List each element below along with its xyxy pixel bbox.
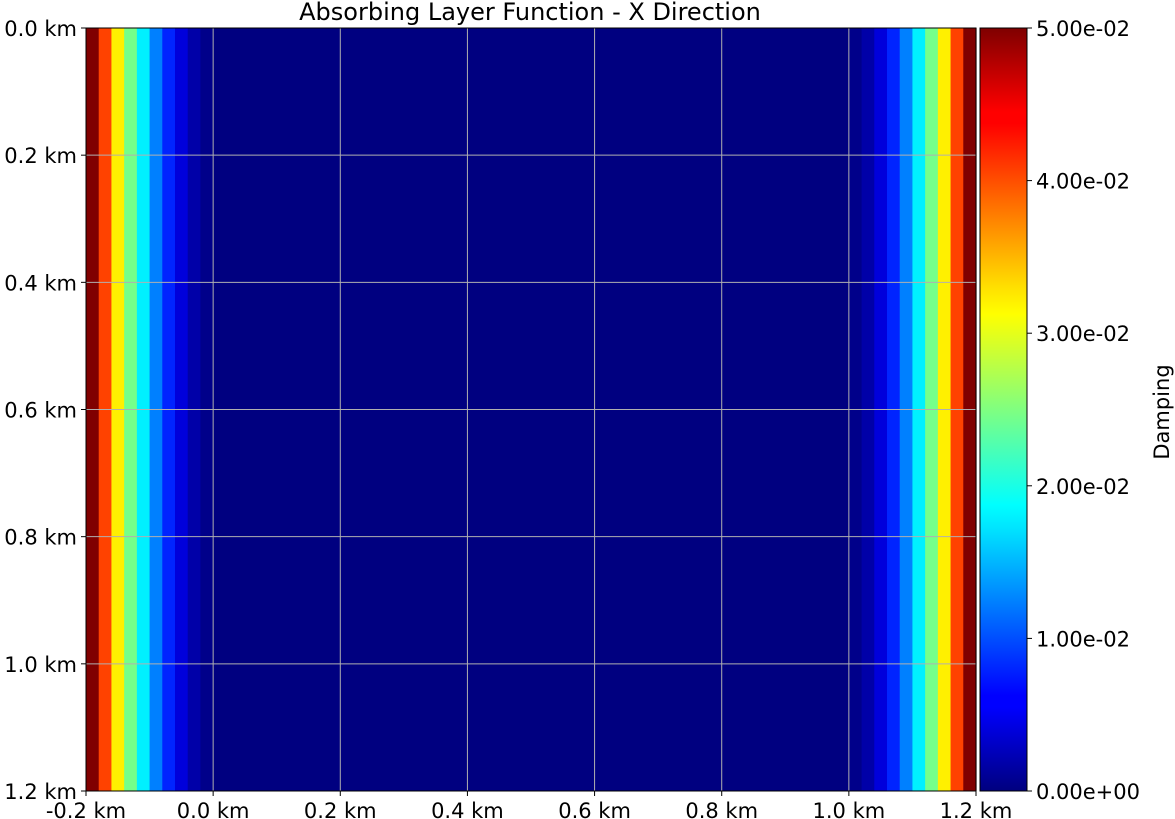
colorbar-tick-label: 0.00e+00: [1036, 780, 1140, 804]
x-tick-label: 1.2 km: [940, 799, 1013, 819]
x-tick-label: 0.6 km: [558, 799, 631, 819]
x-tick-label: -0.2 km: [46, 799, 126, 819]
x-axis-ticks: -0.2 km 0.0 km 0.2 km 0.4 km 0.6 km 0.8 km 1.0…: [46, 791, 1012, 819]
chart-title: Absorbing Layer Function - X Direction: [299, 0, 761, 26]
x-tick-label: 1.0 km: [813, 799, 886, 819]
colorbar-tick-label: 2.00e-02: [1036, 475, 1130, 499]
colorbar-tick-label: 4.00e-02: [1036, 170, 1130, 194]
x-tick-label: 0.8 km: [685, 799, 758, 819]
y-tick-label: 0.2 km: [4, 144, 77, 168]
colorbar-ticks: 0.00e+00 1.00e-02 2.00e-02 3.00e-02 4.00e-02…: [1027, 17, 1140, 804]
x-tick-label: 0.2 km: [304, 799, 377, 819]
y-tick-label: 0.8 km: [4, 526, 77, 550]
x-tick-label: 0.4 km: [431, 799, 504, 819]
y-tick-label: 1.0 km: [4, 653, 77, 677]
colorbar-tick-label: 3.00e-02: [1036, 322, 1130, 346]
y-tick-label: 0.0 km: [4, 17, 77, 41]
y-tick-label: 1.2 km: [4, 780, 77, 804]
y-tick-label: 0.6 km: [4, 399, 77, 423]
plot-area: [85, 27, 977, 792]
x-tick-label: 0.0 km: [177, 799, 250, 819]
y-tick-label: 0.4 km: [4, 271, 77, 295]
colorbar-gradient: [979, 27, 1028, 792]
colorbar-label: Damping: [1150, 364, 1174, 459]
colorbar: 0.00e+00 1.00e-02 2.00e-02 3.00e-02 4.00e-02…: [979, 17, 1174, 804]
colorbar-tick-label: 5.00e-02: [1036, 17, 1130, 41]
y-axis-ticks: 0.0 km 0.2 km 0.4 km 0.6 km 0.8 km 1.0 km 1.2 …: [4, 17, 86, 804]
colorbar-tick-label: 1.00e-02: [1036, 627, 1130, 651]
